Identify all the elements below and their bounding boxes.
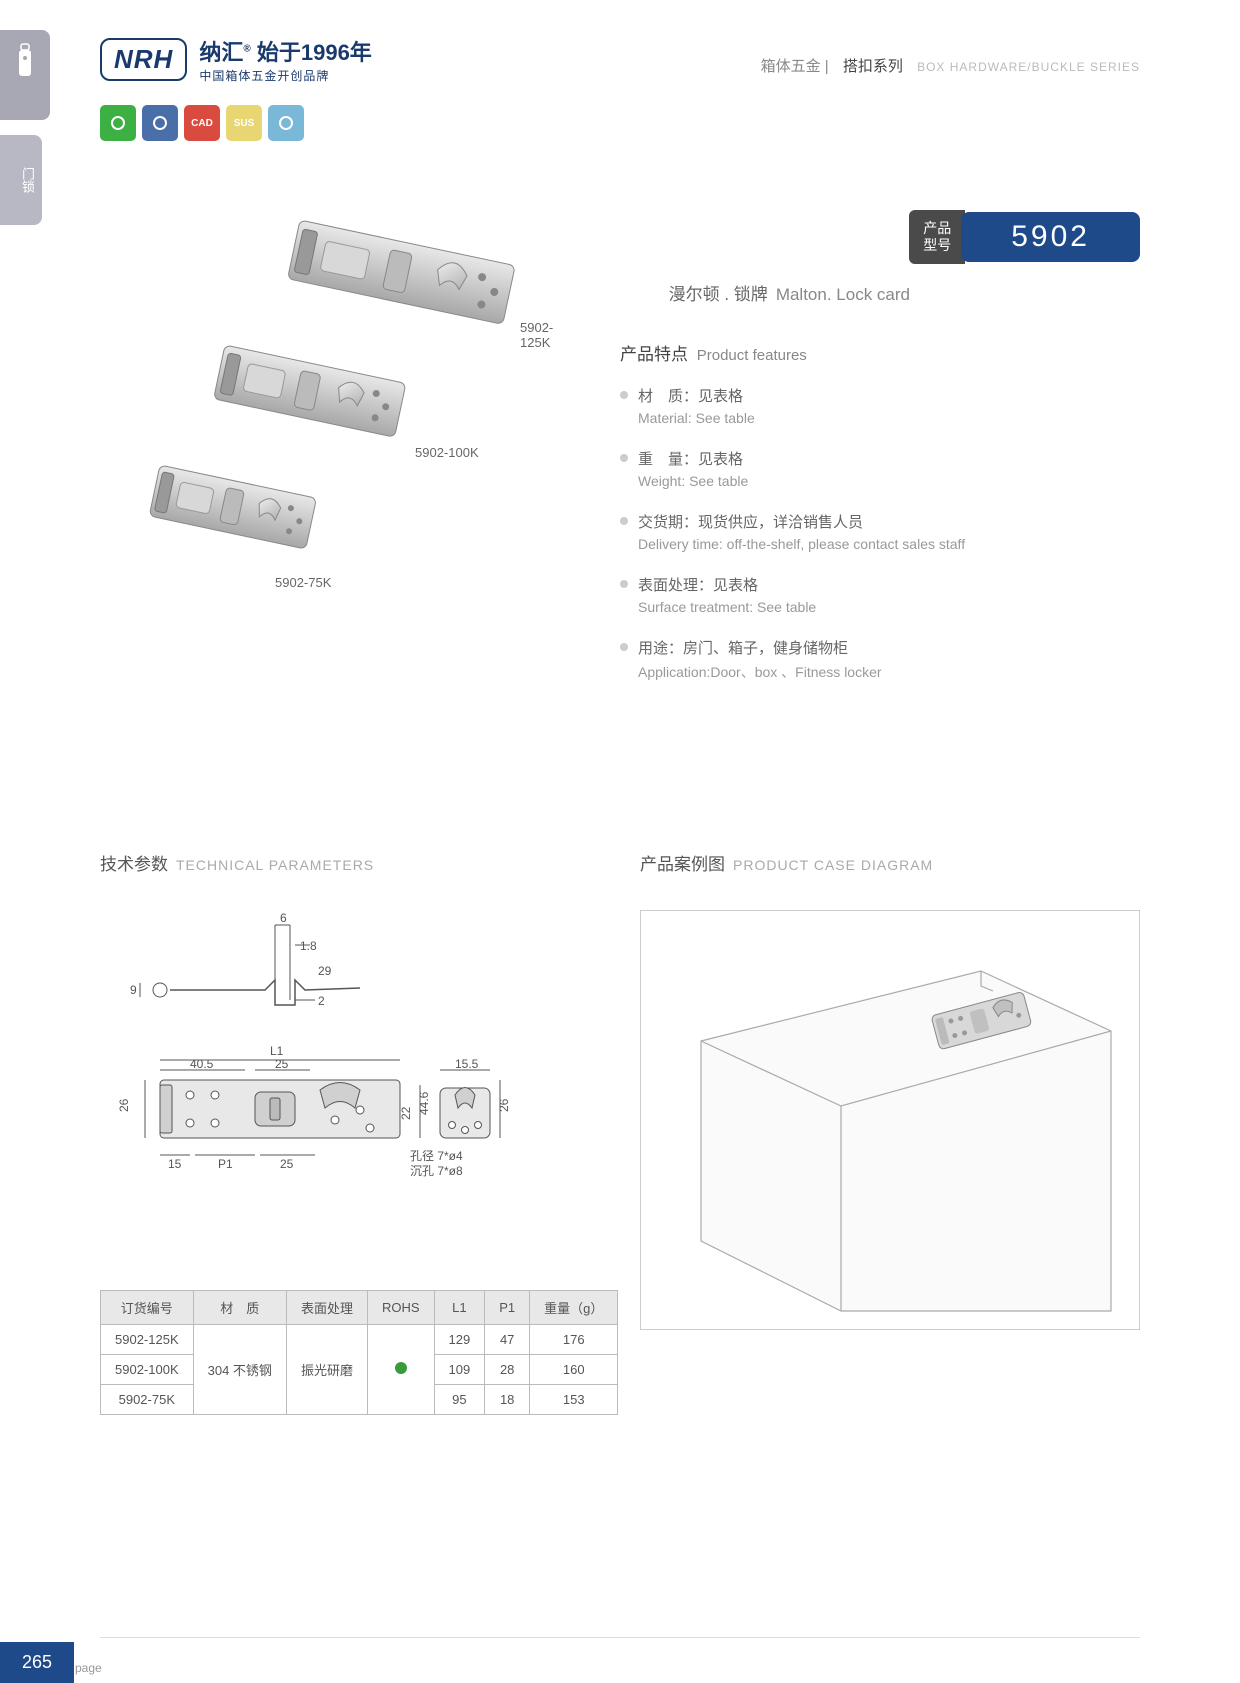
tech-params-title: 技术参数TECHNICAL PARAMETERS — [100, 850, 374, 875]
page-number: 265 — [0, 1642, 74, 1683]
svg-text:9: 9 — [130, 983, 137, 997]
feature-item: 表面处理：见表格Surface treatment: See table — [620, 574, 1140, 615]
side-tab-icon — [0, 30, 50, 120]
svg-text:40.5: 40.5 — [190, 1057, 214, 1071]
product-name: 漫尔顿 . 锁牌Malton. Lock card — [669, 280, 910, 305]
feature-icon: SUS — [226, 105, 262, 141]
side-cn: 门锁 — [20, 167, 35, 193]
feature-item: 材 质：见表格Material: See table — [620, 385, 1140, 426]
svg-text:L1: L1 — [270, 1044, 284, 1058]
footer-divider — [100, 1637, 1140, 1638]
svg-text:44.6: 44.6 — [417, 1091, 431, 1115]
feature-icon — [100, 105, 136, 141]
product-images: 5902-125K 5902-100K 5902-75K — [130, 200, 560, 620]
svg-text:6: 6 — [280, 911, 287, 925]
header-category: 箱体五金 | 搭扣系列 BOX HARDWARE/BUCKLE SERIES — [761, 55, 1140, 76]
table-header: 重量（g） — [530, 1291, 618, 1325]
svg-text:沉孔 7*ø8: 沉孔 7*ø8 — [410, 1164, 463, 1178]
feature-item: 重 量：见表格Weight: See table — [620, 448, 1140, 489]
product-case-diagram — [640, 910, 1140, 1330]
table-header: 订货编号 — [101, 1291, 194, 1325]
table-header: 材 质 — [193, 1291, 286, 1325]
svg-text:孔径 7*ø4: 孔径 7*ø4 — [410, 1149, 463, 1163]
feature-icon — [142, 105, 178, 141]
svg-text:25: 25 — [275, 1057, 289, 1071]
svg-text:1.8: 1.8 — [300, 939, 317, 953]
table-header: P1 — [485, 1291, 530, 1325]
features-section: 产品特点 Product features 材 质：见表格Material: S… — [620, 340, 1140, 704]
features-title: 产品特点 Product features — [620, 340, 1140, 365]
table-header: 表面处理 — [286, 1291, 367, 1325]
table-header: L1 — [434, 1291, 485, 1325]
feature-icon — [268, 105, 304, 141]
technical-diagram: 6 1.8 29 2 9 L1 40.5 25 15.5 26 22 44.6 … — [100, 910, 570, 1250]
svg-text:25: 25 — [280, 1157, 294, 1171]
page-label: page — [75, 1661, 102, 1675]
product-label-100k: 5902-100K — [415, 445, 479, 460]
svg-text:26: 26 — [497, 1098, 511, 1112]
feature-icons: CADSUS — [100, 105, 304, 141]
svg-text:2: 2 — [318, 994, 325, 1008]
spec-table: 订货编号材 质表面处理ROHSL1P1重量（g） 5902-125K304 不锈… — [100, 1290, 618, 1415]
table-header: ROHS — [367, 1291, 434, 1325]
side-tab-category: 门锁 — [0, 135, 42, 225]
svg-text:26: 26 — [117, 1098, 131, 1112]
svg-text:22: 22 — [399, 1106, 413, 1120]
product-label-125k: 5902-125K — [520, 320, 560, 350]
product-label-75k: 5902-75K — [275, 575, 331, 590]
svg-text:15: 15 — [168, 1157, 182, 1171]
table-row: 5902-125K304 不锈钢振光研磨12947176 — [101, 1325, 618, 1355]
logo-cn: 纳汇® 始于1996年 — [199, 35, 371, 67]
logo-sub: 中国箱体五金开创品牌 — [199, 67, 371, 84]
model-number: 5902 — [961, 212, 1140, 262]
feature-item: 交货期：现货供应，详洽销售人员Delivery time: off-the-sh… — [620, 511, 1140, 552]
model-badge: 产品型号 5902 — [909, 210, 1140, 264]
logo-mark: NRH — [100, 38, 187, 81]
svg-text:15.5: 15.5 — [455, 1057, 479, 1071]
svg-text:29: 29 — [318, 964, 332, 978]
feature-icon: CAD — [184, 105, 220, 141]
feature-item: 用途：房门、箱子，健身储物柜Application:Door、box 、Fitn… — [620, 637, 1140, 682]
logo-area: NRH 纳汇® 始于1996年 中国箱体五金开创品牌 — [100, 35, 372, 84]
case-diagram-title: 产品案例图PRODUCT CASE DIAGRAM — [640, 850, 933, 875]
svg-text:P1: P1 — [218, 1157, 233, 1171]
